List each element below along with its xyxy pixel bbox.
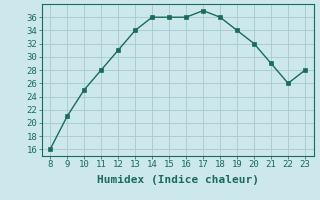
X-axis label: Humidex (Indice chaleur): Humidex (Indice chaleur) <box>97 175 259 185</box>
